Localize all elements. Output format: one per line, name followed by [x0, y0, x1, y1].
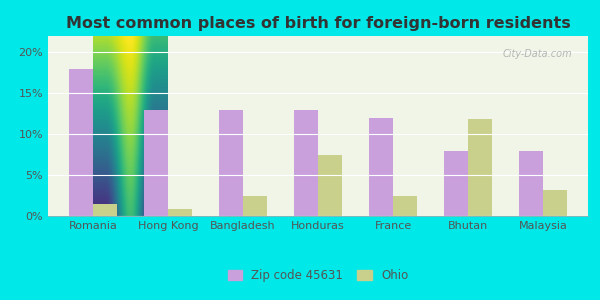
- Bar: [393, 196, 417, 216]
- Bar: [69, 69, 93, 216]
- Legend: Zip code 45631, Ohio: Zip code 45631, Ohio: [224, 266, 412, 286]
- Bar: [294, 110, 318, 216]
- Bar: [318, 154, 342, 216]
- Bar: [468, 119, 492, 216]
- Bar: [243, 196, 267, 216]
- Bar: [93, 204, 117, 216]
- Bar: [444, 151, 468, 216]
- Bar: [219, 110, 243, 216]
- Bar: [519, 151, 543, 216]
- Title: Most common places of birth for foreign-born residents: Most common places of birth for foreign-…: [65, 16, 571, 31]
- Bar: [144, 110, 168, 216]
- Bar: [543, 190, 567, 216]
- Text: City-Data.com: City-Data.com: [502, 49, 572, 58]
- Bar: [168, 209, 192, 216]
- Bar: [369, 118, 393, 216]
